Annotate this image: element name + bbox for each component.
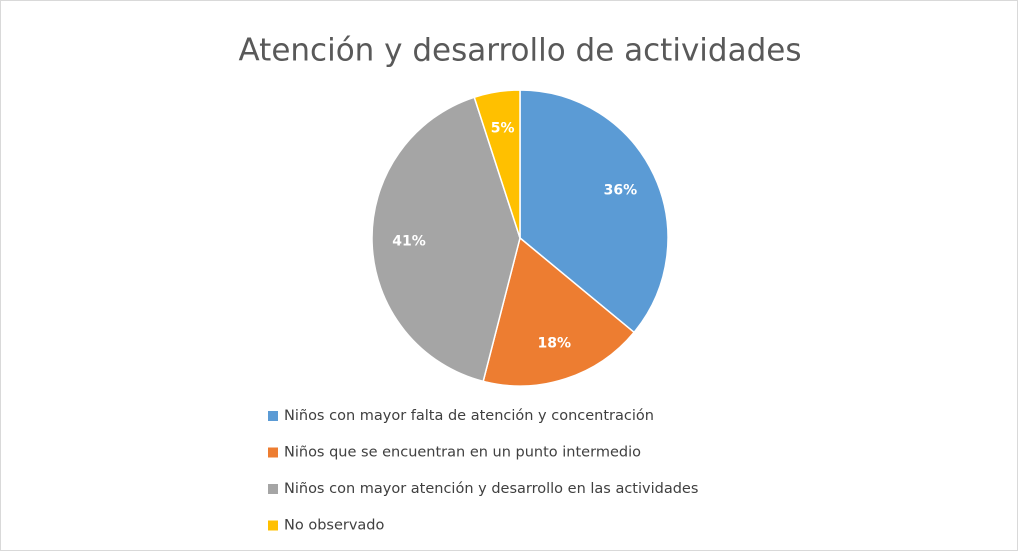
data-label: 5% bbox=[491, 120, 515, 136]
data-label: 18% bbox=[538, 336, 572, 352]
data-label: 41% bbox=[392, 233, 426, 249]
data-label: 36% bbox=[604, 183, 638, 199]
pie-slice bbox=[371, 96, 521, 383]
legend-swatch bbox=[268, 447, 278, 458]
legend-swatch bbox=[268, 520, 278, 531]
legend-swatch bbox=[268, 411, 278, 421]
chart-title: Atención y desarrollo de actividades bbox=[239, 33, 802, 69]
legend-label: Niños con mayor falta de atención y conc… bbox=[284, 408, 654, 424]
legend-label: No observado bbox=[284, 518, 385, 534]
legend-label: Niños con mayor atención y desarrollo en… bbox=[284, 481, 698, 497]
pie-slice bbox=[473, 89, 521, 239]
pie-slice bbox=[482, 236, 636, 387]
legend-swatch bbox=[268, 484, 278, 494]
legend-label: Niños que se encuentran en un punto inte… bbox=[284, 445, 641, 461]
pie-slice bbox=[519, 89, 669, 334]
